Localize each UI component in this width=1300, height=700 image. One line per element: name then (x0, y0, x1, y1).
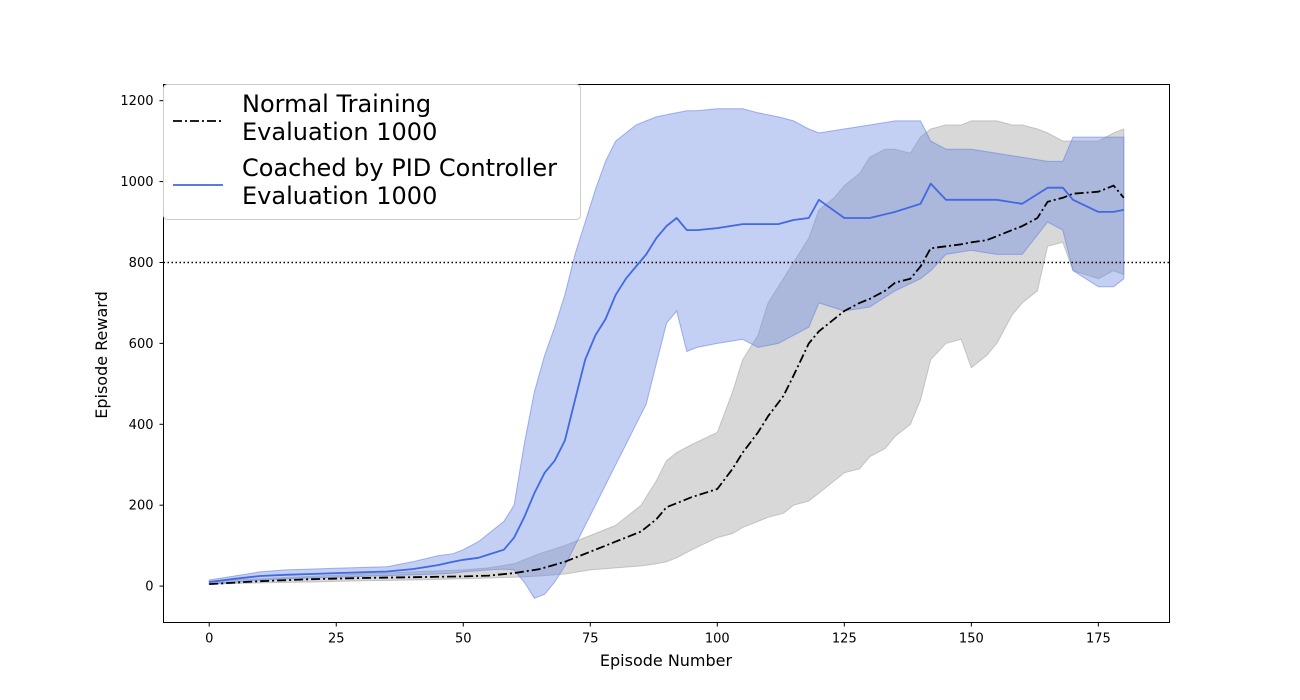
legend-label-2: Coached by PID Controller Evaluation 1000 (242, 154, 557, 210)
x-axis-ticks: 0 25 50 75 100 125 150 175 (205, 622, 1111, 647)
x-tick-label: 75 (582, 632, 599, 647)
y-tick-label: 1000 (120, 175, 153, 190)
y-tick-label: 0 (145, 580, 153, 595)
x-tick-label: 50 (455, 632, 472, 647)
y-tick-label: 400 (129, 418, 154, 433)
x-tick-label: 25 (328, 632, 345, 647)
x-tick-label: 125 (832, 632, 857, 647)
line-series-1 (209, 184, 1125, 585)
x-tick-label: 100 (705, 632, 730, 647)
legend-box (163, 84, 581, 220)
confidence-bands (208, 108, 1125, 599)
legend: Normal Training Evaluation 1000 Coached by… (163, 84, 581, 220)
y-axis-label: Episode Reward (92, 291, 111, 419)
x-tick-label: 175 (1086, 632, 1111, 647)
plot-frame (163, 84, 1170, 623)
line-series-2 (209, 182, 1124, 583)
x-axis-label: Episode Number (600, 651, 733, 670)
y-axis-ticks: 0 200 400 600 800 1000 1200 (120, 94, 164, 595)
x-tick-label: 150 (959, 632, 984, 647)
x-tick-label: 0 (205, 632, 213, 647)
y-tick-label: 1200 (120, 94, 153, 109)
series-lines (209, 182, 1125, 585)
legend-label-1: Normal Training Evaluation 1000 (242, 90, 437, 146)
band-series-2 (208, 108, 1125, 599)
y-tick-label: 800 (129, 256, 154, 271)
y-tick-label: 600 (129, 337, 154, 352)
y-tick-label: 200 (129, 499, 154, 514)
